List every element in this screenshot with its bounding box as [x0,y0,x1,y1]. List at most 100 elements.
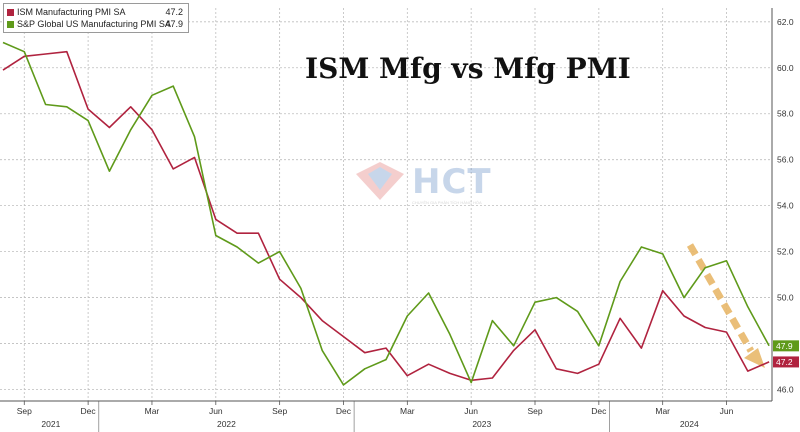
y-tick-label: 54.0 [777,201,794,211]
last-value-label-sp: 47.9 [776,341,793,351]
data-point-sp [725,260,727,262]
data-point-ism [449,372,451,374]
data-point-ism [683,315,685,317]
legend-value-sp: 47.9 [165,19,183,29]
data-point-ism [768,361,770,363]
data-point-sp [491,319,493,321]
data-point-sp [406,315,408,317]
data-point-sp [534,301,536,303]
data-point-sp [555,296,557,298]
data-point-sp [236,246,238,248]
x-tick-label: Sep [527,406,542,416]
data-point-sp [428,292,430,294]
data-point-sp [87,120,89,122]
data-point-ism [87,108,89,110]
y-tick-label: 58.0 [777,109,794,119]
data-point-ism [598,363,600,365]
data-point-sp [598,345,600,347]
last-value-tag-sp [773,340,799,352]
x-tick-label: Mar [655,406,670,416]
data-point-ism [2,69,4,71]
data-point-ism [555,368,557,370]
data-point-sp [640,246,642,248]
data-point-ism [151,129,153,131]
chart-legend: ISM Manufacturing PMI SA 47.2 S&P Global… [3,3,189,33]
hct-logo-icon [356,162,404,200]
series-lines [2,41,770,386]
x-tick-label: Dec [591,406,607,416]
x-tick-label: Sep [272,406,287,416]
data-point-sp [576,310,578,312]
x-tick-label: Jun [209,406,223,416]
legend-swatch-sp [7,20,14,28]
y-tick-label: 62.0 [777,17,794,27]
data-point-sp [193,136,195,138]
data-point-sp [130,129,132,131]
data-point-sp [23,51,25,53]
data-point-sp [151,94,153,96]
x-tick-label: Dec [336,406,352,416]
data-point-ism [257,232,259,234]
legend-swatch-ism [7,8,14,16]
y-tick-label: 52.0 [777,247,794,257]
data-point-sp [513,345,515,347]
y-tick-label: 46.0 [777,385,794,395]
data-point-ism [321,319,323,321]
data-point-ism [342,336,344,338]
data-point-sp [342,384,344,386]
data-point-ism [193,156,195,158]
axes: 46.048.050.052.054.056.058.060.062.0SepD… [0,8,794,432]
data-point-ism [662,290,664,292]
x-tick-label: Jun [464,406,478,416]
watermark-text: HCT [412,162,492,202]
data-point-ism [279,278,281,280]
data-point-ism [619,317,621,319]
x-year-label: 2024 [680,419,699,429]
chart-title: ISM Mfg vs Mfg PMI [305,52,631,85]
arrow-head [744,348,765,368]
data-point-sp [704,267,706,269]
legend-item-sp: S&P Global US Manufacturing PMI SA 47.9 [7,18,183,30]
downtrend-arrow [686,243,765,368]
data-point-sp [279,251,281,253]
data-point-ism [428,363,430,365]
data-point-ism [130,106,132,108]
data-point-ism [108,126,110,128]
x-year-label: 2022 [217,419,236,429]
data-point-sp [747,306,749,308]
data-point-ism [491,377,493,379]
data-point-sp [108,170,110,172]
data-point-sp [66,106,68,108]
data-point-ism [406,375,408,377]
data-point-sp [662,253,664,255]
series-line-ism [2,50,770,382]
data-point-sp [768,345,770,347]
y-tick-label: 60.0 [777,63,794,73]
data-point-ism [364,352,366,354]
data-point-ism [576,372,578,374]
data-point-sp [215,234,217,236]
x-tick-label: Mar [400,406,415,416]
series-line-sp [2,41,770,386]
data-point-sp [385,359,387,361]
data-point-ism [300,296,302,298]
data-point-ism [513,349,515,351]
data-point-sp [619,280,621,282]
data-point-ism [385,347,387,349]
x-tick-label: Sep [17,406,32,416]
data-point-sp [257,262,259,264]
data-point-ism [704,326,706,328]
legend-item-ism: ISM Manufacturing PMI SA 47.2 [7,6,183,18]
legend-label-ism: ISM Manufacturing PMI SA [17,7,126,17]
data-point-sp [300,287,302,289]
last-value-label-ism: 47.2 [776,357,793,367]
watermark-subtext: CHUYÊN GIA PHÂN TÍCH HÀNG HÓA [412,200,482,205]
watermark: HCT CHUYÊN GIA PHÂN TÍCH HÀNG HÓA [352,160,491,207]
data-point-ism [640,347,642,349]
data-point-ism [236,232,238,234]
data-point-ism [66,51,68,53]
data-point-ism [534,329,536,331]
y-tick-label: 56.0 [777,155,794,165]
data-point-ism [215,218,217,220]
